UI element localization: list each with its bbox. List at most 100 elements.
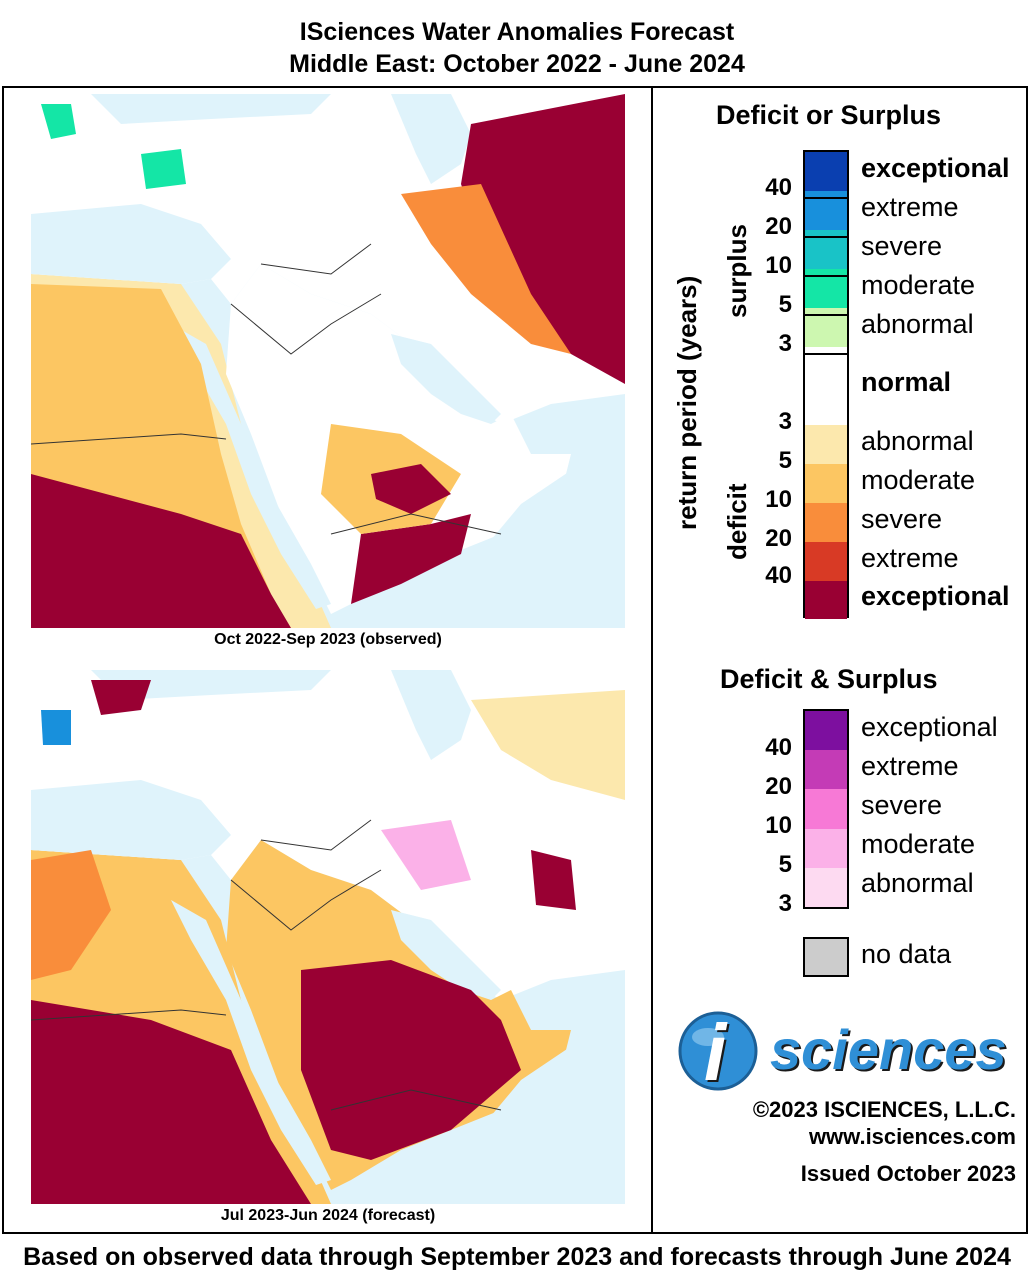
arabian-sea	[351, 1010, 625, 1204]
logo-letter-i: i	[704, 1008, 727, 1097]
ramp2-class-label: extreme	[861, 750, 959, 781]
ramp2-class-label: abnormal	[861, 868, 974, 899]
iran-abnormal-deficit	[471, 690, 625, 800]
iran-exceptional-deficit	[461, 94, 625, 384]
ramp2-class-cell	[805, 867, 847, 907]
africa-exceptional-deficit	[31, 1000, 311, 1204]
persian-gulf	[391, 334, 501, 424]
observed-map-caption: Oct 2022-Sep 2023 (observed)	[214, 631, 442, 648]
forecast-map-caption: Jul 2023-Jun 2024 (forecast)	[220, 1207, 436, 1224]
ramp1-class-cell	[805, 542, 847, 581]
isciences-logo: i sciences	[674, 1005, 1024, 1097]
ramp1-class-label: extreme	[861, 191, 959, 222]
website-link[interactable]: www.isciences.com	[808, 1124, 1016, 1149]
ramp1-class-cell	[805, 425, 847, 464]
ramp2-class-cell	[805, 750, 847, 790]
surplus-tick-label: 20	[765, 213, 792, 240]
deficit-tick-label: 40	[765, 562, 792, 589]
ramp2-class-label: severe	[861, 790, 943, 820]
greece-surplus	[41, 710, 71, 745]
levant-anatolia-land	[31, 670, 625, 1000]
no-data-label: no data	[861, 939, 952, 969]
surplus-tick-label: 10	[765, 252, 792, 279]
issued-date: Issued October 2023	[800, 1161, 1016, 1186]
deficit-and-surplus-tick-label: 20	[765, 773, 792, 800]
deficit-and-surplus-tick-label: 3	[778, 890, 792, 917]
ramp1-class-cell	[805, 581, 847, 619]
africa-exceptional-deficit	[31, 474, 291, 628]
deficit-or-surplus-color-ramp	[803, 150, 849, 619]
ramp2-class-label: moderate	[861, 829, 976, 860]
surplus-tick-label: 5	[778, 291, 792, 318]
iran-deficit-spot	[531, 850, 576, 910]
anatolia-surplus	[41, 104, 76, 139]
anatolia-surplus-2	[141, 149, 186, 189]
ramp1-class-cell	[805, 464, 847, 503]
deficit-tick-label: 20	[765, 525, 792, 552]
africa-severe-deficit	[31, 850, 111, 980]
black-sea	[91, 94, 331, 124]
arabian-sea	[351, 434, 625, 628]
deficit-and-surplus-tick-label: 40	[765, 734, 792, 761]
legend-heading-deficit-or-surplus: Deficit or Surplus	[716, 100, 942, 130]
ramp1-class-label: severe	[861, 230, 943, 261]
ramp2-class-cell	[805, 789, 847, 829]
deficit-and-surplus-color-ramp	[803, 709, 849, 909]
return-period-axis-label: return period (years)	[672, 275, 702, 530]
arabia-exceptional-deficit	[301, 960, 521, 1160]
arabia-exceptional-center	[371, 464, 451, 514]
surplus-axis-label: surplus	[722, 224, 752, 318]
deficit-and-surplus-tick-label: 10	[765, 812, 792, 839]
persian-gulf	[391, 910, 501, 1000]
ramp1-separator	[805, 197, 847, 199]
legend-heading-deficit-and-surplus: Deficit & Surplus	[720, 664, 938, 694]
ramp1-class-label: abnormal	[861, 425, 974, 456]
footer-note: Based on observed data through September…	[23, 1243, 1011, 1271]
mediterranean	[31, 780, 231, 860]
caspian-sea	[391, 670, 471, 760]
no-data-swatch	[803, 937, 849, 977]
anatolia-deficit	[91, 680, 151, 715]
title-line-1: ISciences Water Anomalies Forecast	[299, 18, 735, 46]
surplus-tick-label: 3	[778, 330, 792, 357]
ramp1-separator	[805, 275, 847, 277]
ramp1-separator	[805, 314, 847, 316]
caspian-sea	[391, 94, 471, 184]
ramp1-class-label: exceptional	[861, 152, 1010, 183]
deficit-axis-label: deficit	[722, 483, 752, 560]
ramp1-class-label: moderate	[861, 464, 976, 495]
title-line-2: Middle East: October 2022 - June 2024	[289, 50, 745, 78]
ramp1-class-cell	[805, 347, 847, 425]
ramp1-class-label: moderate	[861, 269, 976, 300]
ramp1-class-label: severe	[861, 503, 943, 534]
ramp1-class-label: extreme	[861, 542, 959, 573]
ramp1-class-label: abnormal	[861, 308, 974, 339]
no-data-color	[805, 939, 847, 975]
ramp1-class-label: exceptional	[861, 581, 1010, 611]
mediterranean	[31, 204, 231, 284]
surplus-tick-label: 40	[765, 174, 792, 201]
red-sea	[171, 900, 331, 1185]
ramp1-separator	[805, 236, 847, 238]
frame-divider	[651, 86, 653, 1234]
copyright: ©2023 ISCIENCES, L.L.C.	[752, 1097, 1016, 1122]
logo-wordmark: sciences	[770, 1018, 1007, 1081]
ramp1-class-cell	[805, 503, 847, 542]
yemen-exceptional-deficit	[351, 514, 471, 604]
ramp2-class-cell	[805, 711, 847, 751]
ramp2-class-label: exceptional	[861, 711, 998, 742]
ramp1-class-label: normal	[861, 367, 952, 397]
iran-mixed-deficit-surplus	[381, 820, 471, 890]
observed-map	[31, 94, 625, 628]
iran-severe-deficit	[401, 184, 571, 354]
deficit-tick-label: 3	[778, 408, 792, 435]
forecast-map	[31, 670, 625, 1204]
deficit-tick-label: 10	[765, 486, 792, 513]
deficit-and-surplus-tick-label: 5	[778, 851, 792, 878]
deficit-tick-label: 5	[778, 447, 792, 474]
ramp1-class-cell	[805, 152, 847, 191]
main-frame	[2, 86, 1028, 1234]
ramp1-separator	[805, 353, 847, 355]
ramp2-class-cell	[805, 828, 847, 868]
black-sea	[91, 670, 331, 700]
